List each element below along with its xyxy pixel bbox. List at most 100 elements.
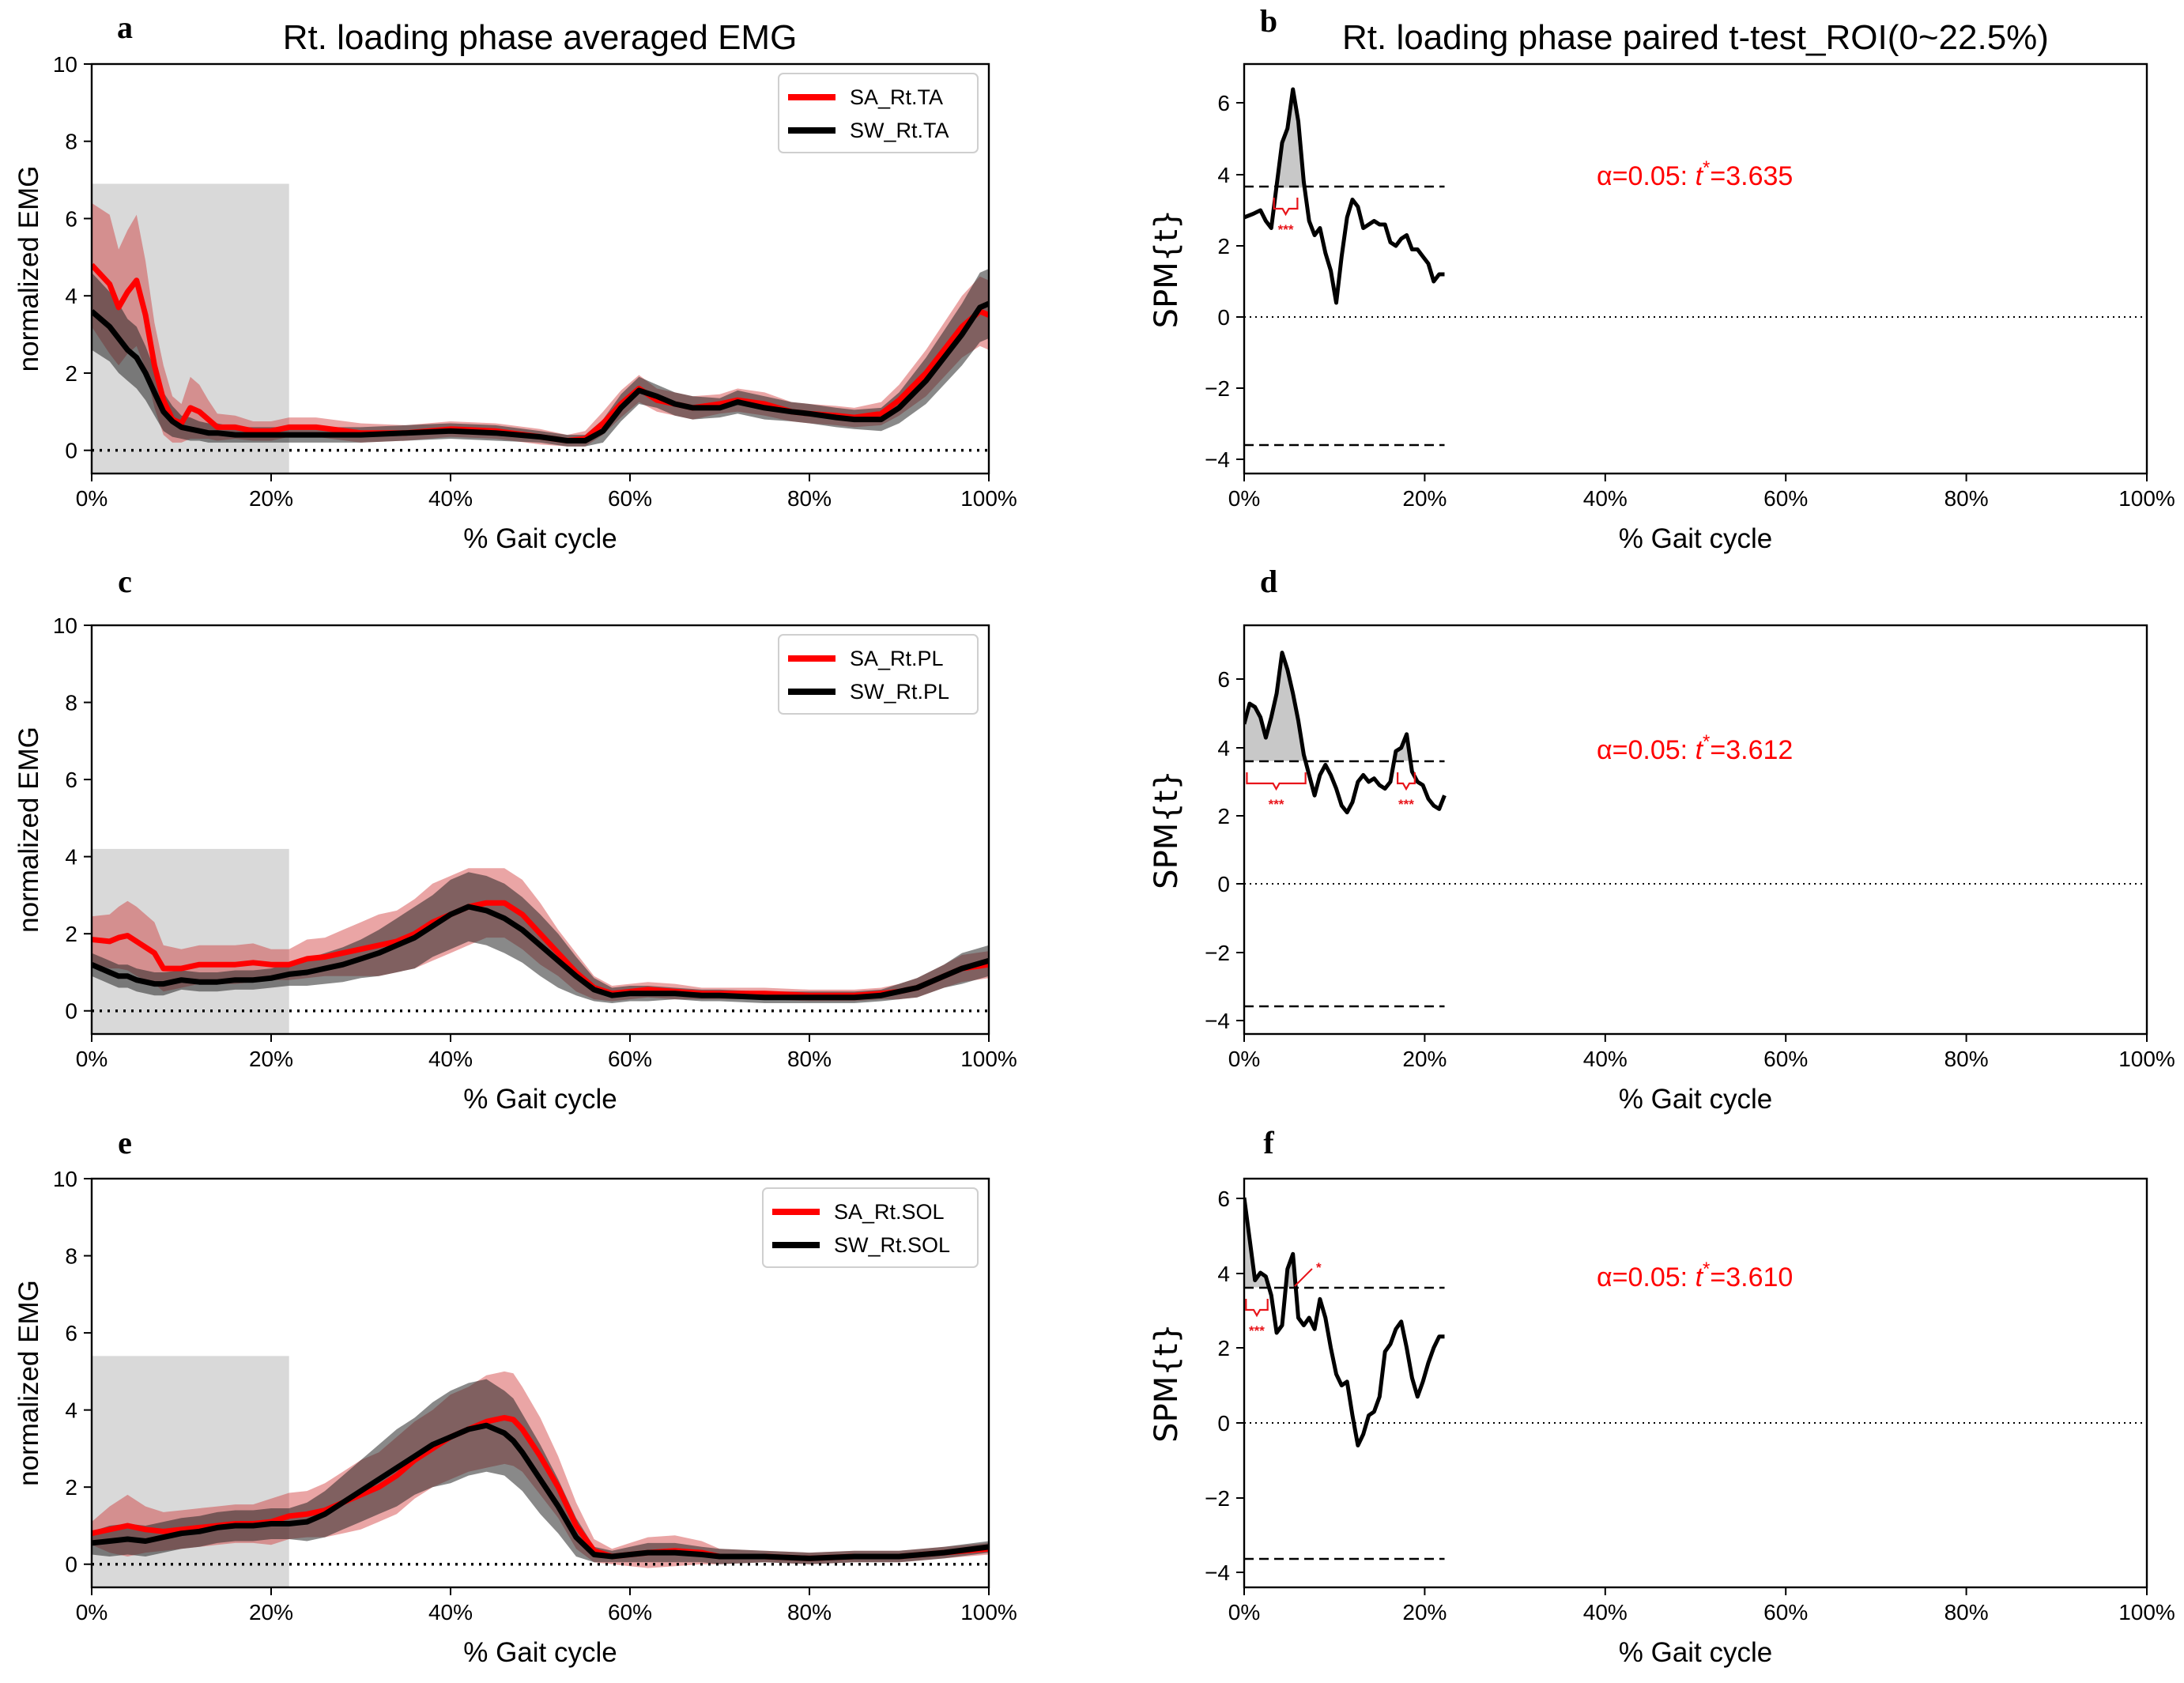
y-tick-label: 2 [1217,804,1230,828]
y-tick-label: 10 [53,613,77,638]
y-tick-label: 2 [65,1475,77,1500]
supra-threshold-cluster [1244,1198,1269,1288]
x-tick-label: 80% [1944,1047,1989,1071]
y-tick-label: 4 [65,1398,77,1423]
y-tick-label: 4 [1217,1262,1230,1286]
axes-frame [1243,62,2148,475]
y-tick-label: 4 [65,845,77,870]
right-column-title: Rt. loading phase paired t-test_ROI(0~22… [1342,18,2049,57]
panel-letter: f [1263,1125,1274,1160]
y-tick-label: −2 [1205,1486,1230,1511]
x-axis-label: % Gait cycle [1619,523,1773,554]
x-tick-label: 40% [428,1600,473,1625]
roi-shade [92,848,289,1034]
x-axis-label: % Gait cycle [463,1637,617,1668]
y-tick-label: 0 [1217,1411,1230,1436]
significance-bracket [1273,198,1299,217]
x-tick-label: 0% [76,1600,108,1625]
y-tick-label: −2 [1205,376,1230,401]
y-tick-label: −2 [1205,941,1230,965]
x-tick-label: 40% [428,486,473,511]
plot-area [1244,651,2147,1008]
axes-frame [90,1177,990,1589]
panel-letter: e [118,1125,132,1160]
legend-entry: SA_Rt.PL [850,647,944,670]
y-axis-label: SPM{t} [1149,209,1185,329]
spm-curve [1244,651,1447,815]
significance-stars: *** [1249,1323,1265,1338]
significance-star: * [1316,1260,1322,1275]
plot-area [92,848,989,1034]
x-tick-label: 80% [1944,1600,1989,1625]
y-axis-label: normalized EMG [13,166,44,372]
y-axis-label: SPM{t} [1149,770,1185,889]
x-axis-label: % Gait cycle [1619,1637,1773,1668]
significance-pointer [1294,1268,1313,1287]
legend-entry: SW_Rt.TA [850,119,949,142]
y-tick-label: 6 [65,1321,77,1345]
y-axis-label: normalized EMG [13,726,44,933]
x-tick-label: 20% [1402,486,1447,511]
mean-line-SW_Rt.SOL [92,1422,989,1561]
x-tick-label: 80% [1944,486,1989,511]
y-axis-label: normalized EMG [13,1280,44,1486]
x-tick-label: 60% [1763,1047,1808,1071]
panel-letter: a [117,9,133,45]
significance-stars: *** [1398,797,1414,812]
x-tick-label: 20% [249,1047,293,1071]
axes-frame [90,62,990,475]
x-tick-label: 20% [249,1600,293,1625]
plot-area [92,183,989,474]
x-tick-label: 40% [428,1047,473,1071]
panel-a: 0% 20% 40% 60% 80% 100% 0 2 4 6 8 10 % Gait cycle nor… [13,9,1017,554]
x-tick-label: 0% [1228,486,1260,511]
spm-curve [1244,1197,1445,1447]
y-tick-label: 0 [65,439,77,463]
y-tick-label: −4 [1205,1560,1230,1585]
y-tick-label: 8 [65,130,77,154]
y-tick-label: 0 [65,999,77,1024]
x-tick-label: 40% [1583,1047,1628,1071]
x-tick-label: 100% [960,486,1017,511]
significance-stars: *** [1278,222,1294,237]
x-tick-label: 0% [1228,1047,1260,1071]
x-tick-label: 60% [608,486,652,511]
mean-line-SW_Rt.PL [92,904,989,1001]
panel-c: 0% 20% 40% 60% 80% 100% 0 2 4 6 8 10 % Gait cycle nor… [13,564,1017,1115]
x-tick-label: 100% [960,1600,1017,1625]
y-tick-label: 6 [65,206,77,231]
axes-frame [1243,624,2148,1036]
y-axis-label: SPM{t} [1149,1323,1185,1443]
x-tick-label: 0% [76,1047,108,1071]
x-tick-label: 20% [1402,1047,1447,1071]
legend: SA_Rt.SOL SW_Rt.SOL [762,1187,979,1268]
x-tick-label: 80% [787,1047,832,1071]
supra-threshold-cluster [1276,89,1305,188]
significance-stars: *** [1269,797,1284,812]
critical-threshold-label: α=0.05: t*=3.610 [1597,1258,1793,1292]
x-tick-label: 20% [249,486,293,511]
y-tick-label: −4 [1205,1009,1230,1033]
x-tick-label: 60% [1763,1600,1808,1625]
x-tick-label: 100% [960,1047,1017,1071]
critical-threshold-label: α=0.05: t*=3.612 [1597,731,1793,765]
legend: SA_Rt.PL SW_Rt.PL [778,634,979,715]
y-tick-label: 2 [1217,1336,1230,1360]
left-column-title: Rt. loading phase averaged EMG [283,18,798,57]
mean-line-SW_Rt.TA [92,300,989,443]
y-tick-label: 4 [1217,736,1230,760]
x-tick-label: 40% [1583,1600,1628,1625]
y-tick-label: 10 [53,1167,77,1191]
y-tick-label: 0 [65,1553,77,1577]
significance-bracket [1397,772,1416,791]
panel-b: *** α=0.05: t*=3.635 0% 20% 40% 60% 80% 100% −4 −… [1149,3,2175,554]
critical-threshold-label: α=0.05: t*=3.635 [1597,157,1793,191]
panel-letter: c [118,564,132,599]
legend-entry: SW_Rt.SOL [834,1233,950,1257]
panel-d: *** *** α=0.05: t*=3.612 0% 20% 40% 60% 80% 100%… [1149,564,2175,1115]
y-tick-label: 2 [65,361,77,386]
y-tick-label: 10 [53,52,77,77]
y-tick-label: 4 [1217,163,1230,187]
